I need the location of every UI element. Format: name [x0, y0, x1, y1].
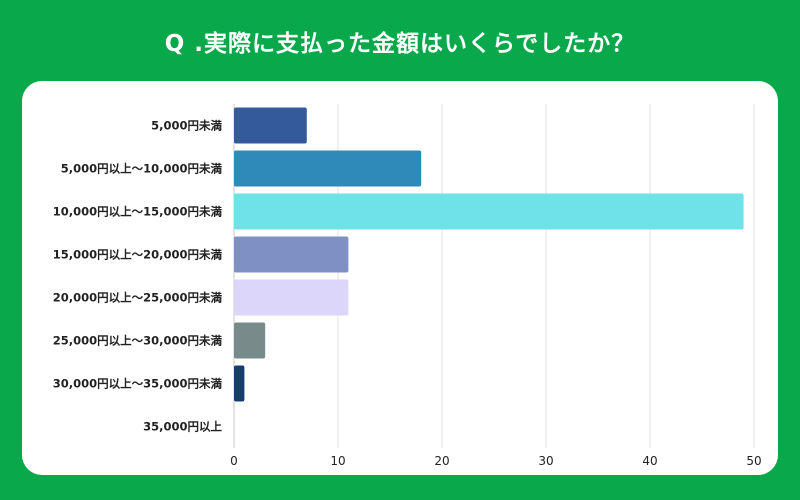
category-label: 35,000円以上: [143, 420, 222, 434]
x-tick-label: 0: [230, 454, 238, 468]
x-tick-label: 30: [538, 454, 553, 468]
category-label: 5,000円未満: [151, 119, 222, 133]
x-tick-label: 20: [434, 454, 449, 468]
category-label: 30,000円以上〜35,000円未満: [53, 377, 223, 391]
page-title: Q .実際に支払った金額はいくらでしたか？: [164, 31, 636, 57]
bar: [234, 107, 307, 144]
category-label: 10,000円以上〜15,000円未満: [53, 205, 223, 219]
bar: [234, 365, 245, 402]
category-label: 15,000円以上〜20,000円未満: [53, 248, 223, 262]
category-label: 25,000円以上〜30,000円未満: [53, 334, 223, 348]
x-tick-label: 10: [330, 454, 345, 468]
bar: [234, 236, 349, 273]
category-label: 20,000円以上〜25,000円未満: [53, 291, 223, 305]
bar: [234, 322, 266, 359]
x-tick-label: 50: [746, 454, 761, 468]
bar: [234, 193, 744, 230]
chart-card: [22, 81, 778, 475]
bar: [234, 279, 349, 316]
category-label: 5,000円以上〜10,000円未満: [61, 162, 223, 176]
bar: [234, 150, 422, 187]
x-tick-label: 40: [642, 454, 657, 468]
